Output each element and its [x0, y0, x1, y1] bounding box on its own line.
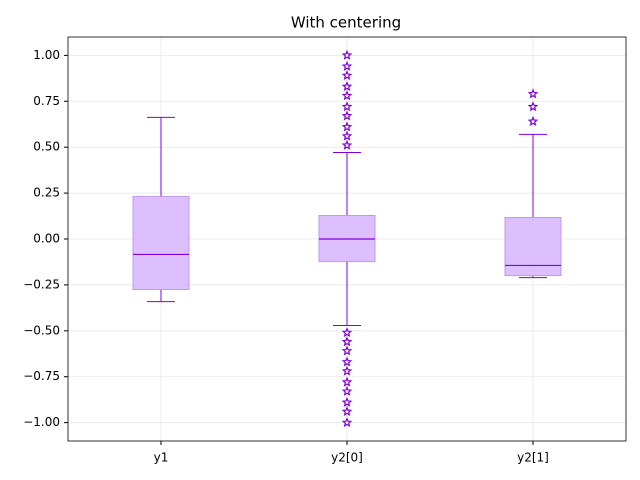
outlier [341, 81, 353, 92]
y-tick-label: 0.50 [33, 140, 60, 154]
outlier [341, 406, 353, 417]
x-tick-label: y1 [154, 451, 169, 465]
outlier [341, 110, 353, 121]
outlier [341, 139, 353, 150]
outlier [341, 69, 353, 81]
outlier [341, 49, 353, 60]
outlier [527, 88, 539, 99]
y-tick-label: −0.50 [23, 323, 60, 337]
outlier [341, 130, 353, 141]
outlier [341, 60, 353, 71]
outlier [341, 417, 353, 428]
outlier [341, 365, 353, 376]
y-tick-label: 0.25 [33, 186, 60, 200]
outlier [527, 115, 539, 126]
y-tick-label: 1.00 [33, 48, 60, 62]
outlier [341, 336, 353, 347]
outlier [341, 121, 353, 132]
chart-title: With centering [291, 14, 401, 32]
outlier [341, 90, 353, 101]
y-tick-label: 0.75 [33, 94, 60, 108]
y-tick-label: 0.00 [33, 232, 60, 246]
plot-frame [67, 36, 627, 442]
outlier [527, 101, 539, 112]
y-tick-label: −0.75 [23, 369, 60, 383]
outlier [341, 101, 353, 112]
y-tick-label: −1.00 [23, 415, 60, 429]
outlier [341, 376, 353, 387]
y-tick-label: −0.25 [23, 277, 60, 291]
x-tick-label: y2[1] [517, 451, 549, 465]
outlier [341, 385, 353, 396]
outlier [341, 327, 353, 338]
x-tick-label: y2[0] [331, 451, 363, 465]
outlier [341, 345, 353, 356]
box [132, 195, 190, 290]
box [504, 217, 562, 277]
outlier [341, 356, 353, 367]
outlier [341, 396, 353, 407]
